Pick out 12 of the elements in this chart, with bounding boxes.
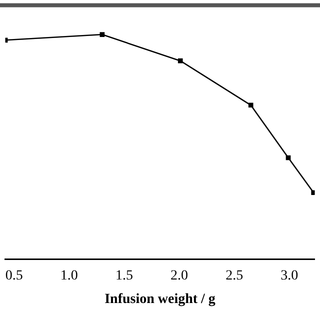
point (248, 102, 254, 108)
x-tick-label: 1.0 (60, 268, 78, 284)
x-axis-title: Infusion weight / g (104, 292, 216, 308)
x-tick-label: 2.0 (170, 268, 188, 284)
x-tick-label: 2.5 (226, 268, 244, 284)
x-tick-label: 0.5 (5, 268, 23, 284)
point (178, 58, 183, 64)
point (286, 155, 291, 160)
x-tick-label: 3.0 (280, 268, 298, 284)
x-tick-label: 1.5 (115, 268, 133, 284)
point (311, 190, 315, 196)
point (100, 32, 105, 37)
